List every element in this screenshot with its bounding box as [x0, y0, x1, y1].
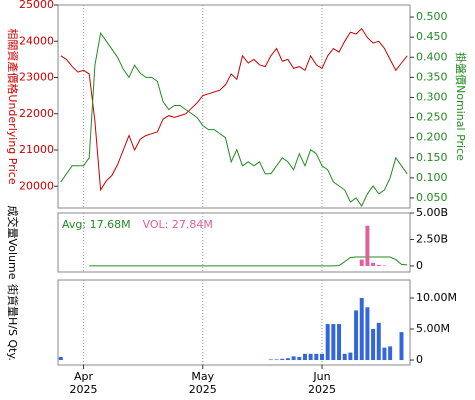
plot-frame [57, 279, 411, 366]
x-tick-label: Jun 2025 [308, 370, 336, 396]
y2-tick-label: 0.050 [416, 191, 448, 204]
bar [337, 324, 342, 361]
line-series [89, 256, 408, 267]
bar [388, 346, 393, 361]
plot-frame [57, 4, 411, 209]
legend-entry: Avg: 17.68M [62, 218, 131, 231]
bar [371, 329, 376, 361]
y2-tick-label: 0.500 [416, 10, 448, 23]
bar [325, 324, 330, 361]
x-tick-label: Apr 2025 [69, 370, 98, 396]
bar [365, 307, 370, 361]
bar [314, 353, 319, 361]
y2-tick-label: 0.200 [416, 131, 448, 144]
y2-tick-label: 0.300 [416, 90, 448, 103]
bar [302, 353, 307, 361]
y2-tick-label: 0.400 [416, 50, 448, 63]
bar [280, 358, 285, 361]
y2-tick-label: 0.350 [416, 70, 448, 83]
bar [365, 225, 370, 266]
bar [376, 322, 381, 361]
y-tick-label: 5.00B [416, 206, 448, 219]
legend-entry: VOL: 27.84M [143, 218, 213, 231]
y-axis-title: 成交量Volume [6, 206, 20, 280]
plot-frame [57, 212, 411, 273]
bar [274, 359, 279, 361]
y-axis-title: 相關資產價格Underlying Price [6, 28, 20, 184]
y2-tick-label: 0.100 [416, 171, 448, 184]
bar [371, 262, 376, 266]
y2-tick-label: 0.150 [416, 151, 448, 164]
y-tick-label: 22000 [19, 107, 54, 120]
bar [348, 352, 353, 361]
y-tick-label: 23000 [19, 71, 54, 84]
bar [320, 353, 324, 361]
bar [382, 265, 387, 266]
bar [268, 359, 273, 361]
bar [58, 356, 63, 361]
y-tick-label: 2.50B [416, 232, 448, 245]
y2-tick-label: 0.450 [416, 30, 448, 43]
bar [399, 332, 404, 361]
bar [291, 356, 296, 361]
bar [297, 356, 302, 361]
bar [382, 347, 387, 361]
bar [359, 297, 364, 361]
y-tick-label: 10.00M [416, 291, 457, 304]
y-tick-label: 21000 [19, 143, 54, 156]
y-tick-label: 5.00M [416, 322, 450, 335]
y2-tick-label: 0.250 [416, 111, 448, 124]
y-tick-label: 0 [416, 259, 423, 272]
y-tick-label: 20000 [19, 179, 54, 192]
bar [285, 358, 290, 361]
bar [376, 264, 381, 266]
bar [331, 324, 336, 361]
y-tick-label: 25000 [19, 0, 54, 11]
bar [342, 353, 347, 361]
y-tick-label: 0 [416, 353, 423, 366]
y-tick-label: 24000 [19, 34, 54, 47]
bar [359, 259, 364, 266]
y2-axis-title: 掛盤價Nominal Price [454, 52, 468, 161]
x-tick-label: May 2025 [188, 370, 217, 396]
bar [354, 310, 359, 361]
line-series [60, 27, 408, 192]
bar [308, 353, 313, 361]
line-series [60, 31, 408, 207]
y-axis-title: 街貨量H/S Qty. [6, 284, 20, 361]
